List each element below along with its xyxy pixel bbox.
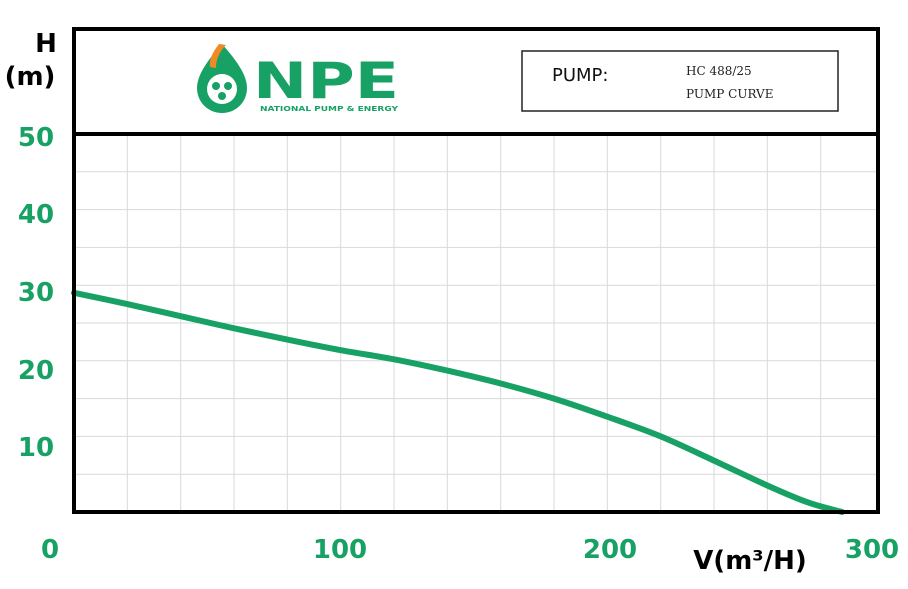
x-tick-label: 100 — [313, 535, 367, 565]
x-tick-label: 0 — [41, 535, 59, 565]
logo-letters: NPE — [253, 52, 399, 110]
chart-frame — [72, 27, 880, 514]
y-tick-label: 40 — [18, 200, 54, 230]
pump-model: HC 488/25 — [686, 64, 752, 78]
y-tick-label: 10 — [18, 433, 54, 463]
pump-description: PUMP CURVE — [686, 87, 773, 101]
grid-lines — [74, 134, 878, 512]
logo-tagline: NATIONAL PUMP & ENERGY — [260, 104, 399, 113]
y-tick-label: 20 — [18, 356, 54, 386]
y-tick-label: 30 — [18, 278, 54, 308]
pump-info-box: PUMP: HC 488/25 PUMP CURVE — [521, 50, 839, 112]
y-axis-title-h: H — [35, 29, 57, 59]
drop-emblem-icon — [197, 44, 247, 113]
info-box-border — [521, 50, 839, 112]
npe-logo: NPE NATIONAL PUMP & ENERGY — [197, 44, 399, 113]
curve-layer — [71, 289, 845, 515]
pump-label: PUMP: — [552, 65, 608, 86]
x-axis-title: V(m³/H) — [693, 546, 807, 576]
x-tick-label: 300 — [845, 535, 899, 565]
pump-head-curve — [71, 289, 845, 515]
x-tick-label: 200 — [583, 535, 637, 565]
y-axis-title-unit: (m) — [5, 62, 56, 92]
y-tick-label: 50 — [18, 123, 54, 153]
